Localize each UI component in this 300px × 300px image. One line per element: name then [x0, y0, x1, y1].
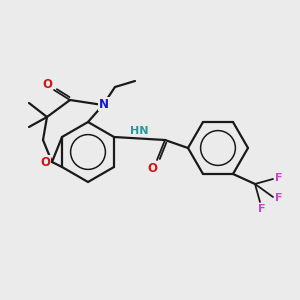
Text: O: O	[40, 155, 50, 169]
Text: HN: HN	[130, 125, 149, 136]
Text: N: N	[99, 98, 109, 110]
Text: O: O	[147, 161, 157, 175]
Text: F: F	[275, 193, 283, 203]
Text: O: O	[42, 77, 52, 91]
Text: F: F	[275, 173, 283, 183]
Text: F: F	[258, 204, 266, 214]
